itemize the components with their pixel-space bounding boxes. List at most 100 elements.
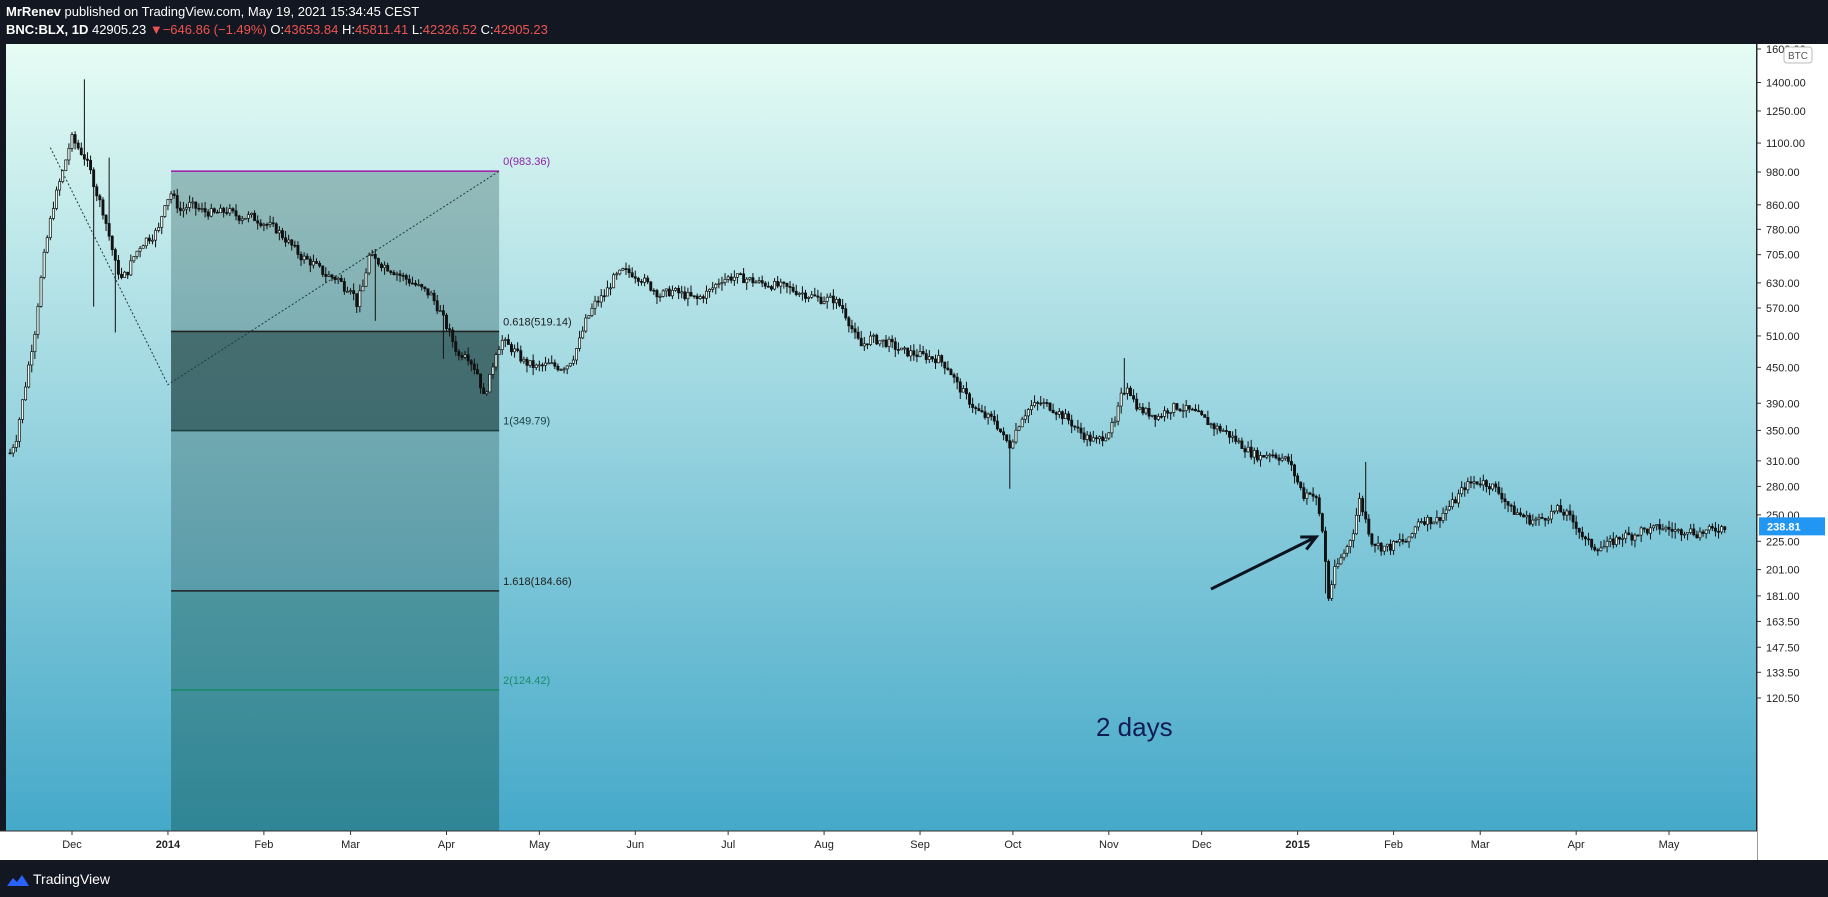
candle-body xyxy=(872,334,876,337)
candle-body xyxy=(259,222,263,226)
candle-body xyxy=(185,207,188,210)
candle-body xyxy=(376,258,380,265)
candle-body xyxy=(256,220,260,224)
candle-body xyxy=(1317,497,1321,514)
candle-body xyxy=(438,310,442,313)
candle-body xyxy=(578,337,582,349)
candle-body xyxy=(116,259,120,275)
candle-body xyxy=(835,299,838,304)
candle-body xyxy=(831,295,835,304)
candle-body xyxy=(1686,532,1690,535)
candle-body xyxy=(355,293,359,307)
candle-body xyxy=(1293,464,1296,477)
candle-body xyxy=(64,159,68,172)
candle-body xyxy=(1252,450,1256,458)
candle-body xyxy=(1079,427,1083,434)
candle-body xyxy=(1181,410,1185,412)
candle-body xyxy=(1262,455,1266,458)
candle-body xyxy=(311,261,315,266)
candle-body xyxy=(188,201,192,208)
chart-canvas[interactable]: 0(983.36) 0.618(519.14) 1(349.79) 1.618(184… xyxy=(0,44,1828,860)
candle-body xyxy=(58,181,62,191)
candle-body xyxy=(1231,435,1235,438)
time-tick-label: Mar xyxy=(1471,839,1490,851)
candle-body xyxy=(302,255,306,261)
candle-body xyxy=(1683,533,1686,536)
candle-body xyxy=(869,335,872,346)
candle-body xyxy=(745,278,749,284)
candle-body xyxy=(494,354,498,368)
time-axis[interactable]: Dec 2014 Feb Mar Apr May Jun Jul Aug Sep Oct Nov Dec… xyxy=(0,830,1757,860)
tradingview-brand[interactable]: TradingView xyxy=(33,871,111,887)
candle-body xyxy=(537,364,541,367)
candle-body xyxy=(104,214,108,224)
candle-body xyxy=(903,347,907,350)
candle-body xyxy=(776,281,780,287)
candle-body xyxy=(126,271,130,276)
candle-body xyxy=(1624,532,1628,539)
candle-body xyxy=(1478,483,1482,486)
candle-body xyxy=(1630,534,1634,541)
candle-body xyxy=(1429,517,1433,525)
candle-body xyxy=(1494,483,1498,488)
candle-body xyxy=(568,362,572,367)
candle-body xyxy=(1289,461,1293,466)
price-tick-label: 163.50 xyxy=(1766,616,1800,628)
candle-body xyxy=(1571,514,1575,523)
candle-body xyxy=(961,388,965,393)
candle-body xyxy=(547,362,551,365)
tradingview-logo-icon[interactable] xyxy=(6,872,30,888)
candle-body xyxy=(698,296,702,300)
price-axis[interactable]: 1600.001400.001250.001100.00980.00860.00… xyxy=(1756,44,1828,860)
candle-body xyxy=(999,428,1002,433)
candle-body xyxy=(277,230,281,234)
candle-body xyxy=(1707,526,1711,531)
fib-level-label: 0(983.36) xyxy=(503,156,550,168)
published-text: published on TradingView.com, May 19, 20… xyxy=(64,4,420,19)
candle-body xyxy=(206,211,210,217)
candle-body xyxy=(1104,437,1108,442)
candle-body xyxy=(850,325,854,330)
candle-body xyxy=(24,386,28,401)
candle-body xyxy=(581,330,585,339)
candle-body xyxy=(135,250,139,257)
candle-body xyxy=(70,134,74,149)
candle-body xyxy=(92,169,96,188)
fib-trend-dotted-line[interactable] xyxy=(49,147,500,386)
annotation-group: 2 days xyxy=(1096,535,1320,742)
candle-body xyxy=(1534,518,1538,521)
candle-body xyxy=(1277,457,1281,461)
publisher-name[interactable]: MrRenev xyxy=(6,4,61,19)
candle-body xyxy=(506,339,510,345)
candle-body xyxy=(658,296,662,298)
candle-body xyxy=(1209,423,1213,426)
candle-body xyxy=(655,290,659,298)
candle-body xyxy=(785,282,789,287)
candle-body xyxy=(1385,543,1389,547)
candle-body xyxy=(683,291,687,300)
candle-body xyxy=(1314,495,1318,499)
currency-badge-box[interactable] xyxy=(1783,46,1813,64)
candle-body xyxy=(766,285,770,288)
candle-body xyxy=(689,292,693,297)
candle-body xyxy=(559,369,563,371)
candle-body xyxy=(1215,425,1219,430)
candle-body xyxy=(525,358,529,366)
time-tick-label: Apr xyxy=(438,839,455,851)
low-value: 42326.52 xyxy=(422,22,477,37)
candle-body xyxy=(89,160,93,171)
candle-body xyxy=(414,282,417,286)
candle-body xyxy=(896,349,900,351)
candle-body xyxy=(1119,392,1123,407)
candle-body xyxy=(971,403,975,408)
candle-body xyxy=(571,359,575,364)
candle-body xyxy=(147,237,151,242)
candle-body xyxy=(1296,475,1300,483)
candle-body xyxy=(1243,448,1247,453)
candle-body xyxy=(1608,538,1612,542)
candle-body xyxy=(36,306,40,335)
candle-body xyxy=(760,280,764,284)
candle-body xyxy=(1364,511,1368,520)
candle-body xyxy=(986,413,990,418)
candle-body xyxy=(584,317,588,332)
